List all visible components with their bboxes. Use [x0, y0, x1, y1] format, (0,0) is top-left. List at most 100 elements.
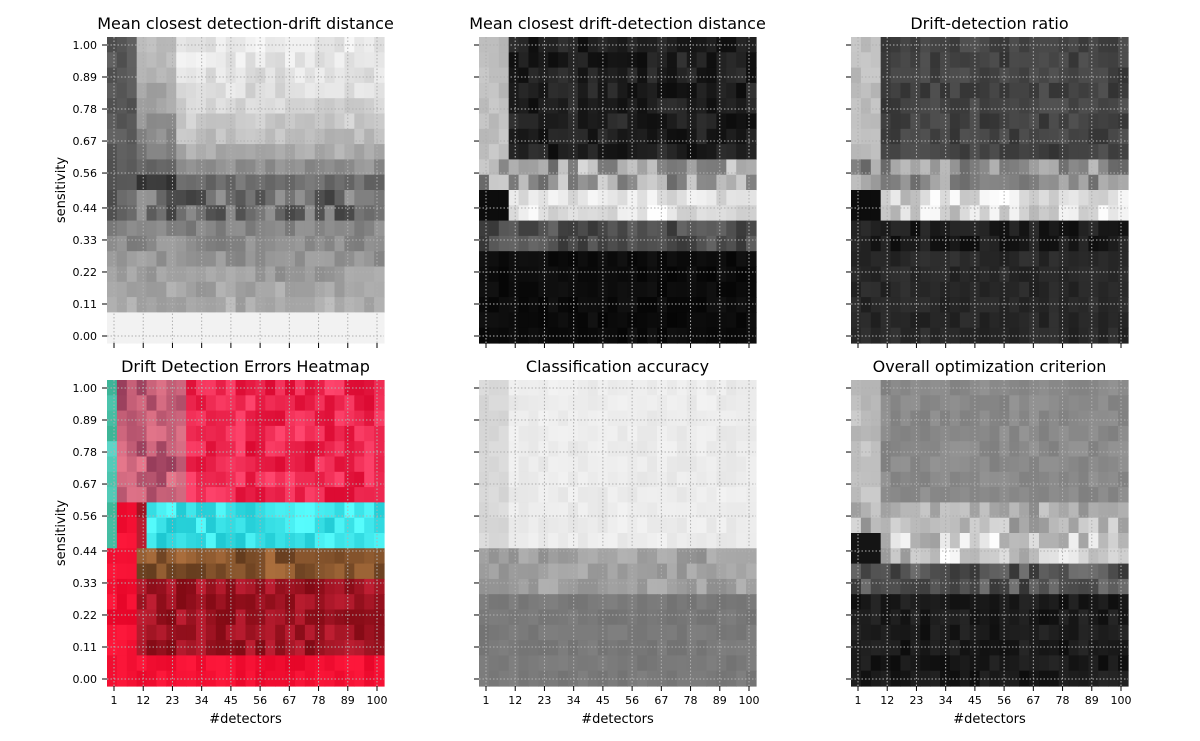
heatmap-cell	[508, 113, 520, 130]
heatmap-cell	[910, 251, 921, 268]
heatmap-cell	[479, 410, 490, 427]
heatmap-cell	[1019, 327, 1030, 344]
heatmap-cell	[548, 52, 559, 69]
heatmap-cell	[479, 655, 490, 672]
heatmap-cell	[890, 471, 902, 488]
heatmap-cell	[126, 563, 138, 580]
heatmap-cell	[969, 609, 981, 626]
heatmap-cell	[647, 395, 658, 412]
heatmap-cell	[508, 609, 520, 626]
heatmap-cell	[726, 471, 737, 488]
heatmap-cell	[186, 67, 197, 84]
heatmap-cell	[851, 113, 862, 130]
heatmap-cell	[1019, 251, 1030, 268]
heatmap-cell	[890, 82, 902, 99]
heatmap-cell	[1058, 609, 1070, 626]
heatmap-cell	[627, 563, 638, 580]
heatmap-cell	[364, 640, 375, 656]
heatmap-cell	[736, 624, 747, 641]
heatmap-cell	[294, 655, 306, 672]
heatmap-cell	[900, 548, 911, 565]
heatmap-cell	[607, 533, 619, 549]
heatmap-cell	[518, 410, 530, 427]
heatmap-cell	[146, 281, 158, 298]
heatmap-cell	[205, 517, 217, 534]
heatmap-cell	[508, 578, 520, 595]
heatmap-cell	[627, 517, 638, 534]
heatmap-cell	[851, 205, 862, 222]
heatmap-cell	[324, 594, 336, 611]
heatmap-cell	[627, 670, 638, 687]
heatmap-cell	[548, 144, 559, 160]
heatmap-cell	[1088, 425, 1099, 442]
heatmap-cell	[647, 113, 658, 130]
heatmap-cell	[736, 441, 747, 458]
heatmap-cell	[676, 609, 688, 626]
heatmap-cell	[1038, 128, 1050, 145]
heatmap-cell	[1019, 52, 1030, 69]
heatmap-cell	[568, 190, 579, 206]
heatmap-cell	[880, 159, 892, 176]
heatmap-cell	[746, 174, 757, 191]
heatmap-cell	[706, 113, 718, 130]
heatmap-cell	[275, 281, 286, 298]
heatmap-cell	[999, 410, 1010, 427]
heatmap-cell	[479, 205, 490, 222]
x-axis-label: #detectors	[209, 712, 282, 727]
heatmap-cell	[215, 395, 227, 412]
y-tick-label: 0.33	[73, 234, 98, 247]
heatmap-cell	[334, 205, 346, 222]
heatmap-cell	[959, 128, 971, 145]
heatmap-cell	[1068, 52, 1080, 69]
heatmap-cell	[304, 144, 316, 160]
heatmap-cell	[910, 67, 921, 84]
heatmap-cell	[1058, 190, 1070, 206]
heatmap-cell	[235, 312, 247, 329]
heatmap-cell	[1009, 67, 1020, 84]
heatmap-cell	[637, 113, 648, 130]
heatmap-cell	[1048, 220, 1060, 237]
heatmap-cell	[107, 410, 118, 427]
heatmap-cell	[666, 533, 678, 549]
heatmap-cell	[558, 624, 569, 641]
heatmap-cell	[910, 609, 921, 626]
heatmap-cell	[186, 471, 197, 488]
heatmap-cell	[166, 441, 177, 458]
heatmap-cell	[1058, 98, 1070, 115]
heatmap-cell	[1088, 655, 1099, 672]
heatmap-cell	[910, 98, 921, 115]
heatmap-cell	[577, 487, 589, 503]
heatmap-cell	[107, 190, 118, 206]
heatmap-cell	[860, 82, 872, 99]
heatmap-cell	[116, 456, 128, 473]
heatmap-cell	[647, 159, 658, 176]
heatmap-cell	[696, 113, 708, 130]
heatmap-cell	[746, 113, 757, 130]
heatmap-cell	[508, 266, 520, 283]
heatmap-cell	[354, 52, 365, 69]
heatmap-cell	[999, 327, 1010, 344]
heatmap-cell	[940, 128, 951, 145]
heatmap-cell	[989, 563, 1000, 580]
heatmap-cell	[940, 487, 951, 503]
heatmap-cell	[920, 563, 931, 580]
heatmap-cell	[617, 281, 628, 298]
heatmap-cell	[518, 174, 530, 191]
heatmap-cell	[736, 266, 747, 283]
heatmap-cell	[116, 98, 128, 115]
heatmap-cell	[1088, 517, 1099, 534]
heatmap-cell	[736, 425, 747, 442]
heatmap-cell	[900, 174, 911, 191]
heatmap-cell	[1108, 205, 1119, 222]
heatmap-cell	[205, 113, 217, 130]
heatmap-cell	[255, 205, 266, 222]
heatmap-cell	[989, 548, 1000, 565]
heatmap-cell	[890, 563, 902, 580]
heatmap-cell	[1088, 502, 1099, 519]
heatmap-cell	[1108, 456, 1119, 473]
heatmap-cell	[736, 380, 747, 396]
heatmap-cell	[676, 281, 688, 298]
heatmap-cell	[255, 578, 266, 595]
heatmap-cell	[136, 441, 148, 458]
heatmap-cell	[597, 609, 609, 626]
